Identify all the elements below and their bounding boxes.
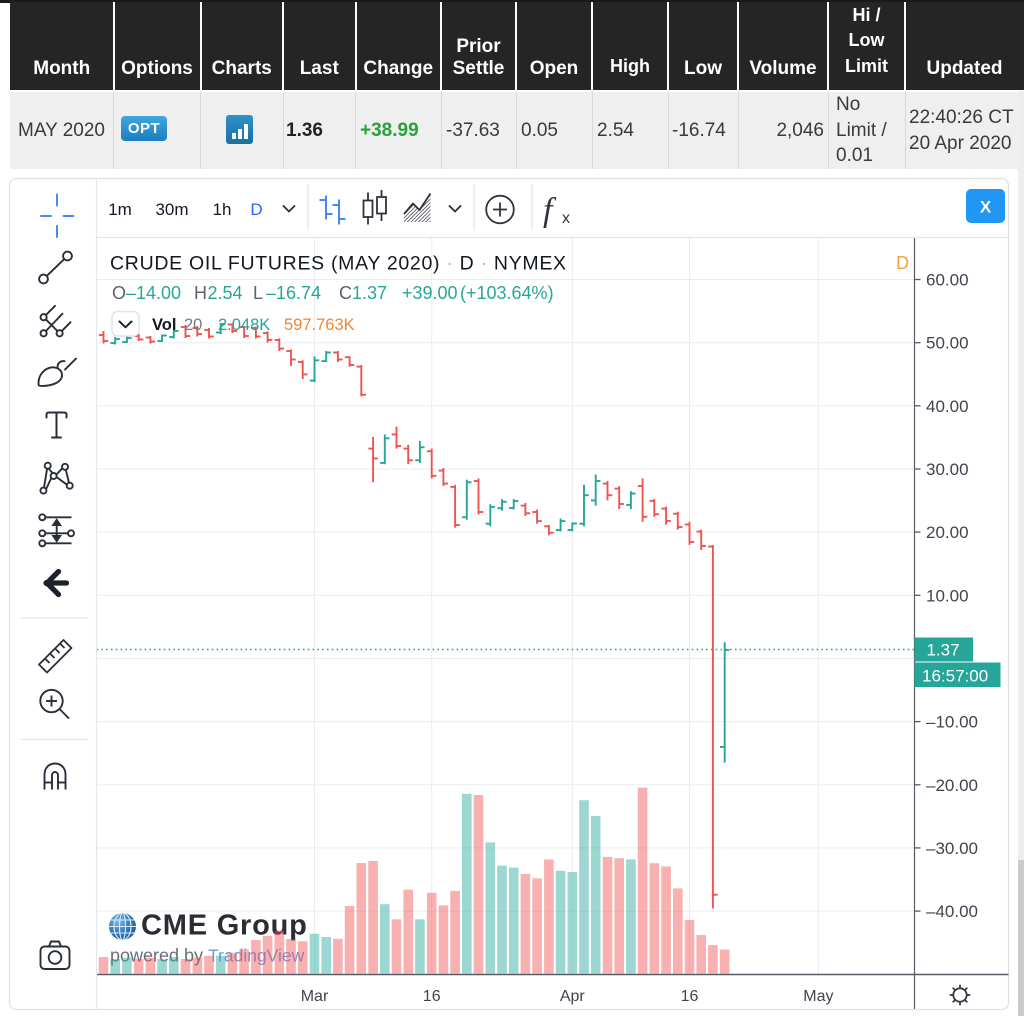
svg-text:–30.00: –30.00 [926, 839, 978, 858]
svg-text:–40.00: –40.00 [926, 902, 978, 921]
svg-text:16: 16 [681, 988, 699, 1005]
svg-text:20.00: 20.00 [926, 523, 969, 542]
svg-text:Apr: Apr [560, 988, 586, 1005]
svg-text:–14.00: –14.00 [126, 283, 181, 303]
svg-text:May: May [803, 988, 833, 1005]
svg-text:H: H [194, 283, 207, 303]
svg-text:60.00: 60.00 [926, 271, 969, 290]
svg-text:1.37: 1.37 [926, 641, 959, 660]
svg-text:CME Group: CME Group [141, 910, 308, 942]
svg-text:597.763K: 597.763K [284, 316, 355, 334]
svg-text:Mar: Mar [301, 988, 329, 1005]
svg-text:2.048K: 2.048K [218, 316, 270, 334]
svg-text:CRUDE OIL FUTURES (MAY 2020) ·: CRUDE OIL FUTURES (MAY 2020) · D · NYMEX [110, 253, 567, 275]
svg-text:40.00: 40.00 [926, 397, 969, 416]
svg-text:TradingView: TradingView [208, 946, 305, 966]
svg-text:x: x [562, 210, 570, 227]
svg-text:16: 16 [423, 988, 441, 1005]
svg-text:L: L [253, 283, 263, 303]
svg-text:50.00: 50.00 [926, 334, 969, 353]
svg-text:–16.74: –16.74 [266, 283, 321, 303]
svg-text:D: D [250, 200, 262, 219]
svg-text:2.54: 2.54 [208, 283, 243, 303]
svg-text:1m: 1m [108, 200, 132, 219]
svg-text:30m: 30m [155, 200, 188, 219]
svg-text:+39.00: +39.00 [402, 283, 458, 303]
svg-text:20: 20 [184, 316, 202, 334]
svg-text:1.37: 1.37 [352, 283, 387, 303]
svg-text:(+103.64%): (+103.64%) [460, 283, 554, 303]
svg-text:Vol: Vol [152, 316, 176, 334]
svg-text:X: X [980, 198, 992, 217]
svg-text:30.00: 30.00 [926, 460, 969, 479]
svg-text:D: D [896, 253, 909, 273]
svg-text:10.00: 10.00 [926, 586, 969, 605]
svg-text:–10.00: –10.00 [926, 713, 978, 732]
svg-text:16:57:00: 16:57:00 [922, 667, 988, 686]
svg-text:1h: 1h [213, 200, 232, 219]
svg-text:O: O [112, 283, 126, 303]
svg-text:powered by: powered by [110, 946, 203, 966]
svg-text:C: C [339, 283, 352, 303]
svg-text:–20.00: –20.00 [926, 776, 978, 795]
